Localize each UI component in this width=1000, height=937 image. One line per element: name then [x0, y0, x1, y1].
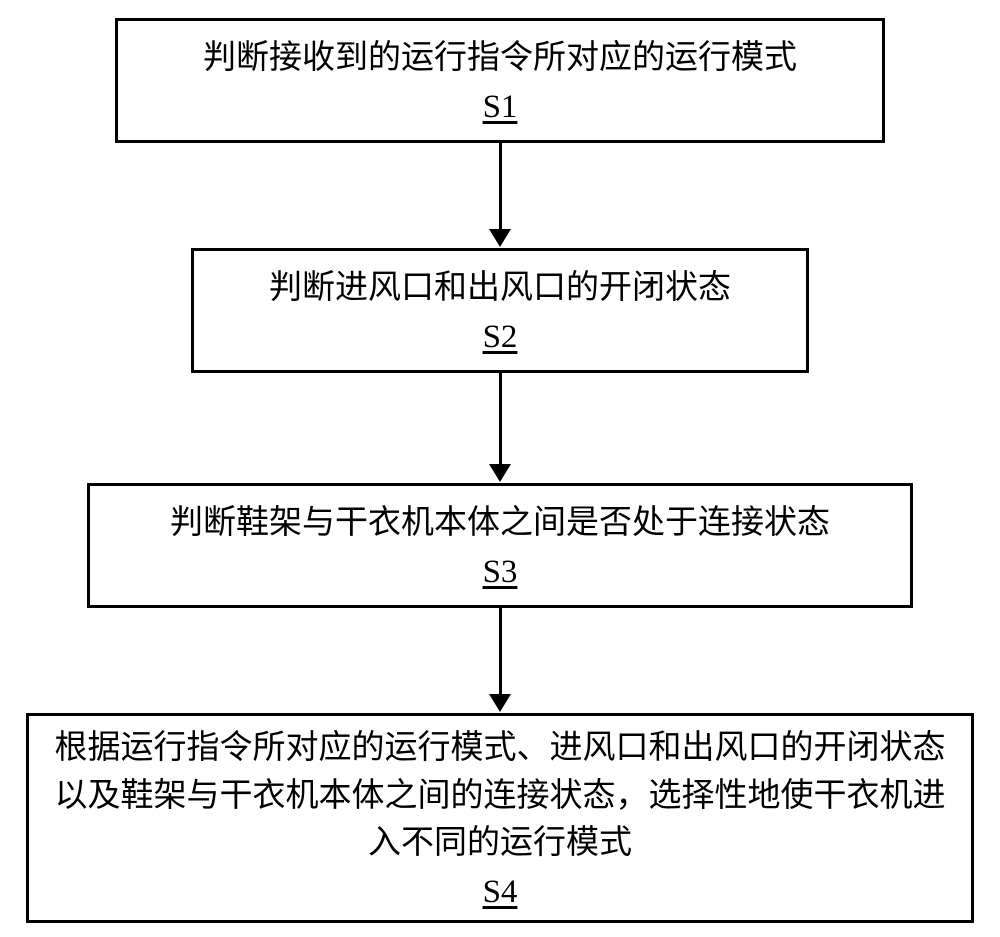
- flowchart-step-s1: 判断接收到的运行指令所对应的运行模式 S1: [115, 18, 885, 143]
- step-label: S3: [483, 554, 518, 591]
- step-text: 判断鞋架与干衣机本体之间是否处于连接状态: [170, 500, 830, 548]
- flowchart-step-s4: 根据运行指令所对应的运行模式、进风口和出风口的开闭状态以及鞋架与干衣机本体之间的…: [26, 713, 974, 923]
- step-label: S2: [483, 319, 518, 356]
- step-text: 判断进风口和出风口的开闭状态: [269, 265, 731, 313]
- arrow-s3-s4: [489, 608, 511, 712]
- step-label: S1: [483, 89, 518, 126]
- step-text: 判断接收到的运行指令所对应的运行模式: [203, 35, 797, 83]
- flowchart-step-s2: 判断进风口和出风口的开闭状态 S2: [191, 248, 809, 373]
- step-text: 根据运行指令所对应的运行模式、进风口和出风口的开闭状态以及鞋架与干衣机本体之间的…: [49, 725, 951, 869]
- step-label: S4: [483, 874, 518, 911]
- arrow-s2-s3: [489, 373, 511, 482]
- flowchart-step-s3: 判断鞋架与干衣机本体之间是否处于连接状态 S3: [87, 483, 913, 608]
- arrow-s1-s2: [489, 143, 511, 247]
